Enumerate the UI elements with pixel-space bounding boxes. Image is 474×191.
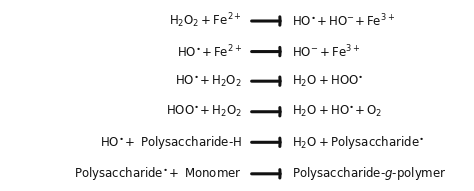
Text: $\mathrm{HOO^{\bullet}\!+ H_2O_2}$: $\mathrm{HOO^{\bullet}\!+ H_2O_2}$ [166,104,242,119]
Text: $\mathrm{H_2O + HOO^{\bullet}}$: $\mathrm{H_2O + HOO^{\bullet}}$ [292,74,363,89]
Text: $\mathrm{Polysaccharide^{\bullet}\!+\ Monomer}$: $\mathrm{Polysaccharide^{\bullet}\!+\ Mo… [74,165,242,182]
Text: $\mathrm{Polysaccharide\text{-}\mathit{g}\text{-}polymer}$: $\mathrm{Polysaccharide\text{-}\mathit{g… [292,165,446,182]
Text: $\mathrm{H_2O + Polysaccharide^{\bullet}}$: $\mathrm{H_2O + Polysaccharide^{\bullet}… [292,134,424,151]
Text: $\mathrm{HO^{\bullet}\!+ H_2O_2}$: $\mathrm{HO^{\bullet}\!+ H_2O_2}$ [175,74,242,89]
Text: $\mathrm{H_2O + HO^{\bullet}\!+ O_2}$: $\mathrm{H_2O + HO^{\bullet}\!+ O_2}$ [292,104,382,119]
Text: $\mathrm{H_2O_2 + Fe^{2+}}$: $\mathrm{H_2O_2 + Fe^{2+}}$ [169,12,242,30]
Text: $\mathrm{HO^{\bullet}\!+ Fe^{2+}}$: $\mathrm{HO^{\bullet}\!+ Fe^{2+}}$ [177,43,242,60]
Text: $\mathrm{HO^{\bullet}\!+ HO^{-}\!+Fe^{3+}}$: $\mathrm{HO^{\bullet}\!+ HO^{-}\!+Fe^{3+… [292,13,395,29]
Text: $\mathrm{HO^{-} + Fe^{3+}}$: $\mathrm{HO^{-} + Fe^{3+}}$ [292,43,360,60]
Text: $\mathrm{HO^{\bullet}\!+\ Polysaccharide\text{-}H}$: $\mathrm{HO^{\bullet}\!+\ Polysaccharide… [100,134,242,151]
